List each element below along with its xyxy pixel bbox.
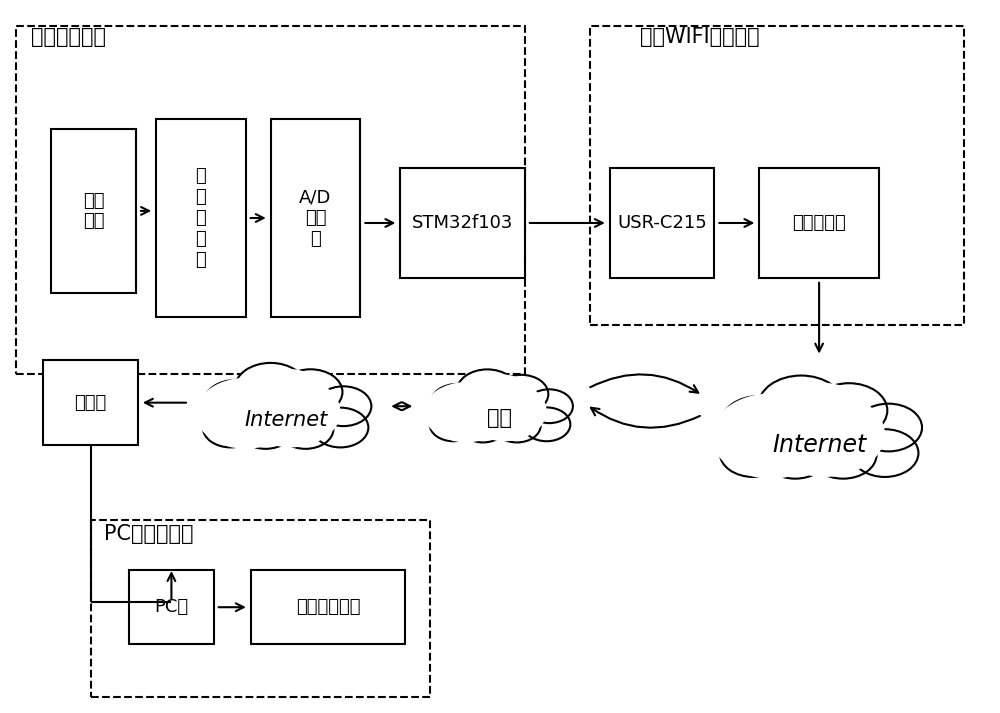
Text: Internet: Internet [244, 411, 327, 431]
Circle shape [278, 409, 333, 448]
Circle shape [811, 383, 887, 438]
Circle shape [279, 369, 342, 415]
Text: 云端: 云端 [488, 409, 512, 429]
FancyBboxPatch shape [129, 570, 214, 644]
Circle shape [494, 375, 548, 414]
Circle shape [459, 409, 507, 443]
Text: 滚动
轴承: 滚动 轴承 [83, 192, 104, 230]
FancyBboxPatch shape [43, 360, 138, 446]
Circle shape [457, 369, 518, 413]
Text: USR-C215: USR-C215 [617, 215, 707, 232]
Circle shape [424, 382, 508, 443]
Circle shape [313, 408, 368, 448]
Circle shape [765, 382, 873, 459]
Text: A/D
转换
器: A/D 转换 器 [299, 188, 332, 248]
Circle shape [204, 380, 268, 426]
Circle shape [203, 408, 259, 448]
Circle shape [762, 431, 829, 478]
FancyBboxPatch shape [271, 118, 360, 317]
Circle shape [765, 391, 885, 477]
Circle shape [758, 376, 844, 437]
Circle shape [855, 404, 922, 451]
FancyBboxPatch shape [610, 168, 714, 278]
Circle shape [241, 369, 330, 433]
Circle shape [430, 407, 477, 441]
FancyBboxPatch shape [156, 118, 246, 317]
Circle shape [721, 396, 798, 451]
Text: 健康状态预测: 健康状态预测 [296, 598, 360, 616]
Circle shape [462, 381, 547, 441]
Circle shape [248, 383, 323, 437]
FancyBboxPatch shape [251, 570, 405, 644]
Circle shape [720, 429, 787, 477]
Circle shape [430, 384, 485, 423]
Text: 无线路由器: 无线路由器 [792, 215, 846, 232]
Circle shape [196, 378, 296, 448]
FancyBboxPatch shape [51, 129, 136, 292]
Circle shape [468, 386, 532, 432]
Circle shape [810, 431, 877, 478]
FancyBboxPatch shape [400, 168, 525, 278]
Circle shape [235, 363, 307, 414]
Circle shape [316, 386, 371, 426]
Text: STM32f103: STM32f103 [412, 215, 513, 232]
Circle shape [241, 376, 340, 448]
Circle shape [238, 409, 294, 448]
Text: 路由器: 路由器 [75, 394, 107, 411]
FancyBboxPatch shape [759, 168, 879, 278]
Text: Internet: Internet [772, 433, 866, 456]
Text: 信号采集模块: 信号采集模块 [31, 27, 106, 47]
Text: 红
外
成
像
仪: 红 外 成 像 仪 [195, 168, 206, 269]
Text: PC端分析模块: PC端分析模块 [104, 524, 194, 544]
Text: PC机: PC机 [154, 598, 188, 616]
Circle shape [851, 429, 918, 477]
Circle shape [493, 409, 541, 443]
Circle shape [711, 394, 831, 478]
Circle shape [525, 389, 573, 423]
Circle shape [774, 399, 865, 464]
Circle shape [462, 374, 538, 429]
Circle shape [523, 407, 570, 441]
Text: 无线WIFI传输模块: 无线WIFI传输模块 [640, 27, 759, 47]
